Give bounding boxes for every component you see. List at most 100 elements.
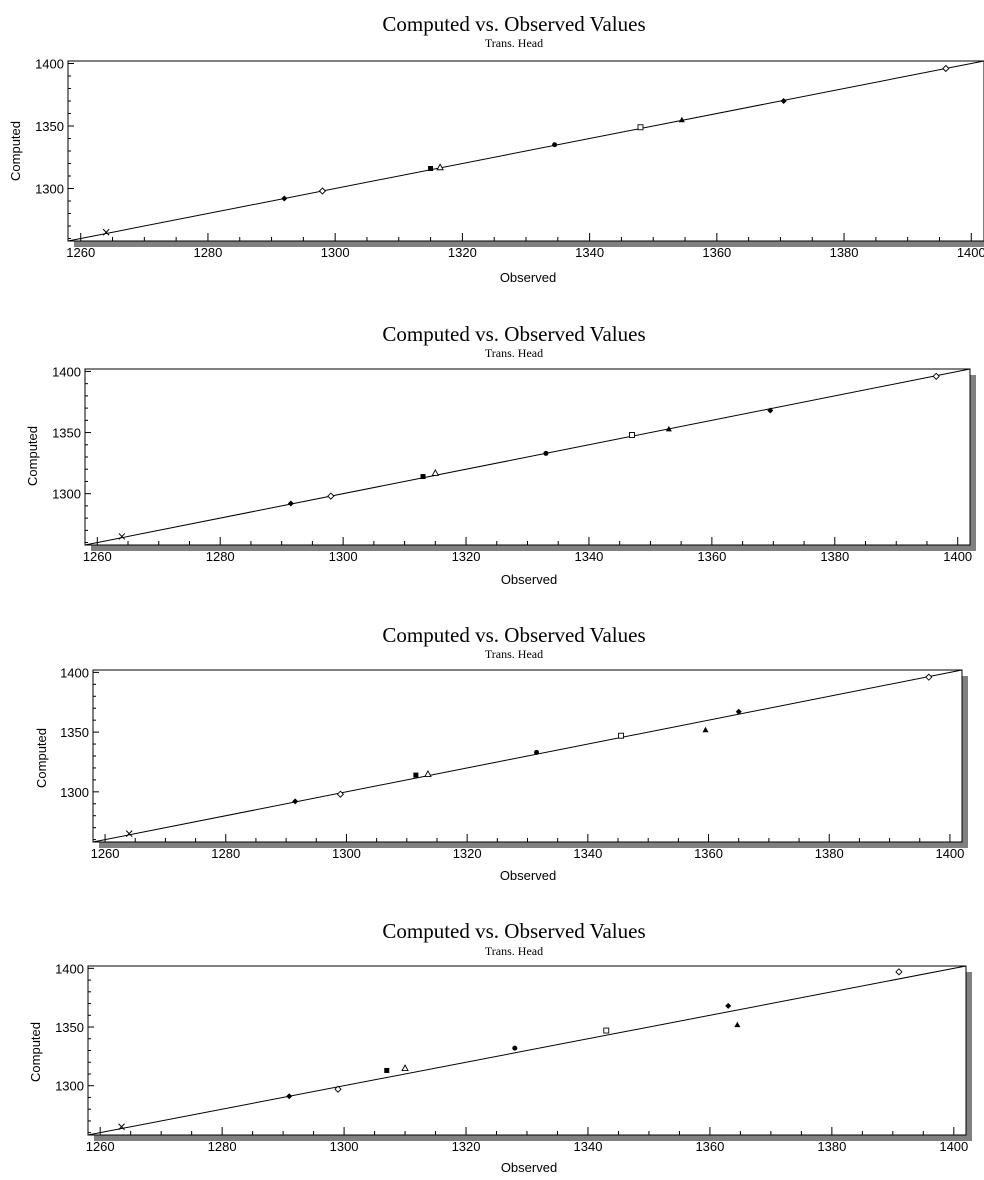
y-tick-label: 1400	[35, 57, 64, 72]
data-point-x	[118, 533, 126, 540]
x-tick-label: 1320	[453, 846, 482, 861]
x-axis-label: Observed	[501, 572, 557, 587]
x-tick-label: 1340	[573, 846, 602, 861]
reference-line	[87, 965, 967, 1136]
x-tick-label: 1280	[206, 549, 235, 564]
data-point-diamond	[281, 195, 288, 202]
x-tick-label: 1320	[452, 549, 481, 564]
chart-1: Computed vs. Observed Values Trans. Head…	[8, 12, 984, 285]
reference-line	[92, 669, 963, 843]
x-tick-label: 1300	[330, 1139, 359, 1154]
x-tick-label: 1360	[695, 1139, 724, 1154]
data-point-triangle	[734, 1021, 741, 1028]
chart-subtitle: Trans. Head	[485, 36, 543, 50]
x-tick-label: 1280	[208, 1139, 237, 1154]
x-tick-label: 1260	[83, 549, 112, 564]
data-point-square-open	[603, 1027, 610, 1034]
x-tick-label: 1380	[830, 245, 859, 260]
data-point-diamond	[780, 98, 787, 104]
chart-subtitle: Trans. Head	[485, 346, 543, 360]
x-tick-label: 1340	[574, 1139, 603, 1154]
y-tick-label: 1400	[52, 364, 81, 379]
y-axis-label: Computed	[34, 728, 49, 788]
data-point-diamond	[287, 500, 294, 507]
data-point-diamond	[292, 798, 299, 805]
x-tick-label: 1320	[452, 1139, 481, 1154]
chart-title: Computed vs. Observed Values	[382, 623, 645, 647]
x-tick-label: 1360	[702, 245, 731, 260]
data-point-square	[384, 1067, 390, 1073]
chart-title: Computed vs. Observed Values	[382, 12, 645, 36]
data-point-square-open	[629, 432, 635, 438]
y-axis-label: Computed	[28, 1022, 43, 1082]
data-point-diamond-open	[318, 187, 327, 195]
y-tick-label: 1300	[52, 487, 81, 502]
x-tick-label: 1340	[574, 549, 603, 564]
reference-line	[84, 368, 971, 546]
data-point-diamond-open	[336, 790, 345, 798]
reference-line	[67, 60, 984, 242]
chart-subtitle: Trans. Head	[485, 647, 543, 661]
data-point-diamond-open	[327, 492, 335, 500]
data-point-circle	[543, 450, 549, 456]
chart-3: Computed vs. Observed Values Trans. Head…	[34, 623, 968, 883]
y-axis-label: Computed	[8, 121, 23, 181]
chart-4: Computed vs. Observed Values Trans. Head…	[28, 919, 972, 1175]
x-tick-label: 1380	[815, 846, 844, 861]
data-point-square-open	[637, 124, 644, 131]
data-point-triangle-open	[436, 163, 444, 171]
x-tick-label: 1300	[321, 245, 350, 260]
x-tick-label: 1260	[91, 846, 120, 861]
data-point-diamond-open	[932, 372, 940, 380]
data-point-diamond-open	[895, 968, 903, 976]
data-point-x	[125, 830, 133, 837]
data-point-diamond-open	[942, 64, 950, 73]
data-point-diamond	[767, 407, 774, 414]
x-tick-label: 1360	[694, 846, 723, 861]
y-tick-label: 1350	[55, 1020, 84, 1035]
chart-panel-4: Computed vs. Observed Values Trans. Head…	[0, 900, 984, 1180]
x-tick-label: 1380	[820, 549, 849, 564]
x-tick-label: 1400	[957, 245, 984, 260]
x-tick-label: 1340	[575, 245, 604, 260]
x-tick-label: 1320	[448, 245, 477, 260]
x-tick-label: 1380	[817, 1139, 846, 1154]
y-tick-label: 1350	[35, 119, 64, 134]
data-point-diamond-open	[925, 673, 933, 681]
data-point-diamond-open	[334, 1085, 342, 1093]
data-point-diamond	[725, 1002, 732, 1009]
x-axis-label: Observed	[501, 1160, 557, 1175]
x-tick-label: 1280	[193, 245, 222, 260]
y-tick-label: 1350	[60, 725, 89, 740]
data-point-triangle-open	[424, 769, 432, 777]
chart-2: Computed vs. Observed Values Trans. Head…	[25, 322, 976, 587]
y-tick-label: 1400	[55, 961, 84, 976]
data-point-triangle	[665, 425, 672, 432]
data-point-circle	[512, 1045, 518, 1051]
x-axis-label: Observed	[500, 270, 556, 285]
y-tick-label: 1300	[60, 785, 89, 800]
x-tick-label: 1400	[943, 549, 972, 564]
x-tick-label: 1400	[939, 1139, 968, 1154]
data-point-triangle-open	[431, 468, 440, 476]
x-tick-label: 1260	[66, 245, 95, 260]
data-point-triangle	[678, 116, 685, 123]
data-point-circle	[552, 142, 558, 148]
data-point-x	[102, 228, 110, 236]
data-point-square-open	[618, 732, 624, 739]
x-axis-label: Observed	[500, 868, 556, 883]
x-tick-label: 1400	[935, 846, 964, 861]
data-point-square	[413, 772, 419, 778]
y-tick-label: 1300	[55, 1079, 84, 1094]
chart-panel-3: Computed vs. Observed Values Trans. Head…	[0, 600, 984, 890]
chart-subtitle: Trans. Head	[485, 944, 543, 958]
data-point-diamond	[286, 1093, 293, 1100]
data-point-square	[428, 166, 434, 171]
data-point-x	[118, 1123, 125, 1131]
chart-panel-1: Computed vs. Observed Values Trans. Head…	[0, 0, 984, 292]
y-axis-label: Computed	[25, 426, 40, 486]
x-tick-label: 1300	[332, 846, 361, 861]
data-point-square	[420, 474, 426, 480]
x-tick-label: 1260	[86, 1139, 115, 1154]
data-point-triangle-open	[401, 1064, 409, 1072]
